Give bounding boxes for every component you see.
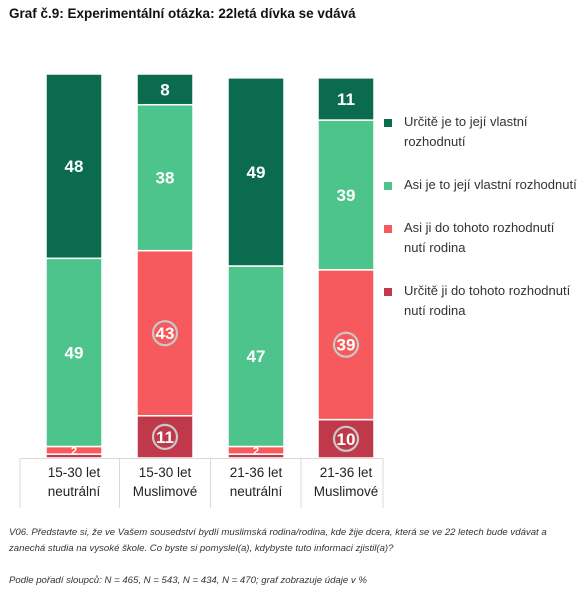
data-label: 47 (247, 347, 266, 366)
legend-item: Asi je to její vlastní rozhodnutí (384, 175, 579, 195)
highlight-circle (151, 320, 179, 347)
footnote-sample: Podle pořadí sloupců: N = 465, N = 543, … (9, 575, 367, 586)
bar-segment (136, 103, 194, 252)
data-label: 11 (156, 428, 174, 447)
bar-segment (45, 73, 103, 260)
bar-segment (227, 77, 285, 267)
bar-segment (136, 249, 194, 417)
bar-segment (136, 73, 194, 106)
data-label: 39 (337, 336, 356, 355)
bar-segment (227, 265, 285, 448)
data-label: 49 (65, 343, 84, 362)
bar-segment (45, 257, 103, 448)
data-label: 39 (337, 186, 356, 205)
highlight-circle (332, 331, 360, 358)
x-tick-label: 21-36 let (320, 465, 373, 480)
x-axis-labels: 15-30 let neutrální 15-30 let Muslimové 21-3… (48, 465, 379, 499)
bar-segment (317, 77, 375, 121)
legend-label: Asi ji do tohoto rozhodnutí nutí rodina (404, 220, 555, 255)
legend-swatch (384, 182, 392, 190)
chart-title: Graf č.9: Experimentální otázka: 22letá … (9, 6, 356, 21)
highlight-circle (151, 423, 179, 450)
legend-swatch (384, 119, 392, 127)
x-tick-label: 15-30 let (139, 465, 192, 480)
x-tick-label: Muslimové (133, 484, 198, 499)
data-label: 10 (337, 430, 356, 449)
highlight-circle (332, 425, 360, 452)
data-label: 11 (337, 90, 355, 109)
legend-item: Asi ji do tohoto rozhodnutí nutí rodina (384, 218, 579, 258)
data-label: 2 (253, 445, 259, 457)
data-label: 43 (156, 324, 175, 343)
data-label: 49 (247, 163, 266, 182)
x-axis (19, 458, 384, 508)
bar-segment (317, 269, 375, 421)
stacked-bar-chart: 2 49 48 11 43 38 8 2 47 49 10 39 39 11 15-30 let neutr… (19, 73, 384, 508)
x-tick-label: neutrální (230, 484, 283, 499)
legend-label: Určitě ji do tohoto rozhodnutí nutí rodi… (404, 283, 571, 318)
legend-swatch (384, 225, 392, 233)
footnote-question: V06. Představte si, že ve Vašem sousedst… (9, 527, 547, 554)
data-label: 8 (160, 80, 169, 99)
legend-label: Asi je to její vlastní rozhodnutí (404, 177, 577, 192)
data-label: 38 (156, 169, 175, 188)
x-tick-label: Muslimové (314, 484, 379, 499)
chart-legend: Určitě je to její vlastní rozhodnutí Asi … (384, 112, 579, 321)
x-tick-label: neutrální (48, 484, 101, 499)
x-tick-label: 21-36 let (230, 465, 283, 480)
legend-swatch (384, 288, 392, 296)
x-tick-label: 15-30 let (48, 465, 101, 480)
legend-label: Určitě je to její vlastní rozhodnutí (404, 114, 528, 149)
data-label: 2 (71, 445, 77, 457)
legend-item: Určitě ji do tohoto rozhodnutí nutí rodi… (384, 281, 579, 321)
bars-layer: 2 49 48 11 43 38 8 2 47 49 10 39 39 11 (45, 73, 375, 459)
legend-item: Určitě je to její vlastní rozhodnutí (384, 112, 579, 152)
data-label: 48 (65, 157, 84, 176)
